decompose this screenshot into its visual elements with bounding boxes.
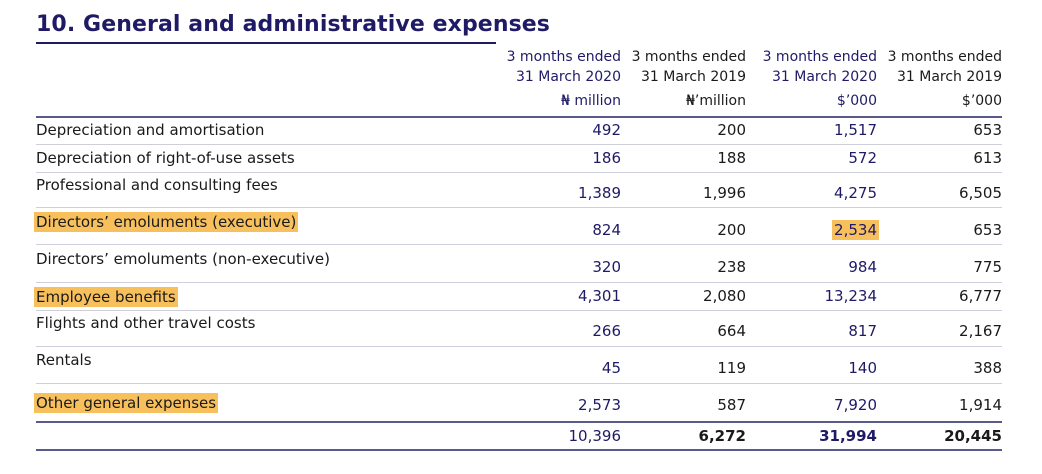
cell-value: 653 (973, 221, 1002, 239)
total-value: 6,272 (698, 427, 746, 445)
row-divider (36, 383, 1002, 384)
cell-value: 200 (717, 221, 746, 239)
cell-value: 587 (717, 396, 746, 414)
total-value: 31,994 (819, 427, 877, 445)
col-unit-1: ₦ million (561, 93, 621, 109)
col-header-1-line2: 31 March 2020 (515, 69, 621, 85)
total-value: 10,396 (568, 427, 622, 445)
cell-value: 388 (973, 359, 1002, 377)
row-divider (36, 172, 1002, 173)
cell-value: 4,301 (578, 287, 621, 305)
cell-value: 1,914 (959, 396, 1002, 414)
col-unit-4: $’000 (961, 93, 1002, 109)
cell-value: 45 (601, 359, 621, 377)
cell-value: 1,517 (834, 121, 877, 139)
row-label: Directors’ emoluments (non-executive) (36, 250, 330, 268)
row-divider (36, 207, 1002, 208)
cell-value: 4,275 (834, 184, 877, 202)
row-divider (36, 144, 1002, 145)
cell-value: 320 (592, 258, 621, 276)
cell-value: 7,920 (834, 396, 877, 414)
row-label: Rentals (36, 351, 92, 369)
total-rule-bottom (36, 449, 1002, 451)
col-header-3-line2: 31 March 2020 (771, 69, 877, 85)
row-divider (36, 282, 1002, 283)
cell-value: 6,505 (959, 184, 1002, 202)
cell-value: 119 (717, 359, 746, 377)
col-unit-2: ₦’million (686, 93, 746, 109)
row-divider (36, 310, 1002, 311)
cell-value: 572 (848, 149, 877, 167)
cell-value: 664 (717, 322, 746, 340)
row-label: Professional and consulting fees (36, 176, 278, 194)
total-value: 20,445 (944, 427, 1002, 445)
cell-value: 238 (717, 258, 746, 276)
cell-value: 817 (848, 322, 877, 340)
col-header-4-line1: 3 months ended (887, 49, 1002, 65)
cell-value: 200 (717, 121, 746, 139)
row-label: Depreciation of right-of-use assets (36, 149, 295, 167)
cell-value: 13,234 (824, 287, 878, 305)
col-unit-3: $’000 (836, 93, 877, 109)
cell-value: 266 (592, 322, 621, 340)
cell-value: 1,389 (578, 184, 621, 202)
cell-value: 6,777 (959, 287, 1002, 305)
cell-value: 186 (592, 149, 621, 167)
row-label-highlighted: Employee benefits (34, 287, 178, 307)
cell-value: 2,573 (578, 396, 621, 414)
row-label-highlighted: Directors’ emoluments (executive) (34, 212, 299, 232)
cell-value: 140 (848, 359, 877, 377)
col-header-2-line2: 31 March 2019 (640, 69, 746, 85)
cell-value: 824 (592, 221, 621, 239)
cell-value: 2,080 (703, 287, 746, 305)
total-rule-top (36, 421, 1002, 423)
page-title: 10. General and administrative expenses (36, 12, 551, 37)
cell-value: 653 (973, 121, 1002, 139)
cell-value: 984 (848, 258, 877, 276)
cell-value: 613 (973, 149, 1002, 167)
row-divider (36, 244, 1002, 245)
row-label: Depreciation and amortisation (36, 121, 265, 139)
cell-value: 1,996 (703, 184, 746, 202)
cell-value: 775 (973, 258, 1002, 276)
cell-value: 188 (717, 149, 746, 167)
row-divider (36, 346, 1002, 347)
col-header-4-line2: 31 March 2019 (896, 69, 1002, 85)
cell-value: 2,167 (959, 322, 1002, 340)
cell-value-highlighted: 2,534 (832, 220, 879, 240)
header-rule (36, 116, 1002, 118)
row-label: Flights and other travel costs (36, 314, 256, 332)
row-label-highlighted: Other general expenses (34, 393, 219, 413)
col-header-3-line1: 3 months ended (762, 49, 877, 65)
col-header-2-line1: 3 months ended (631, 49, 746, 65)
col-header-1-line1: 3 months ended (506, 49, 621, 65)
cell-value: 492 (592, 121, 621, 139)
title-underline (36, 42, 496, 44)
